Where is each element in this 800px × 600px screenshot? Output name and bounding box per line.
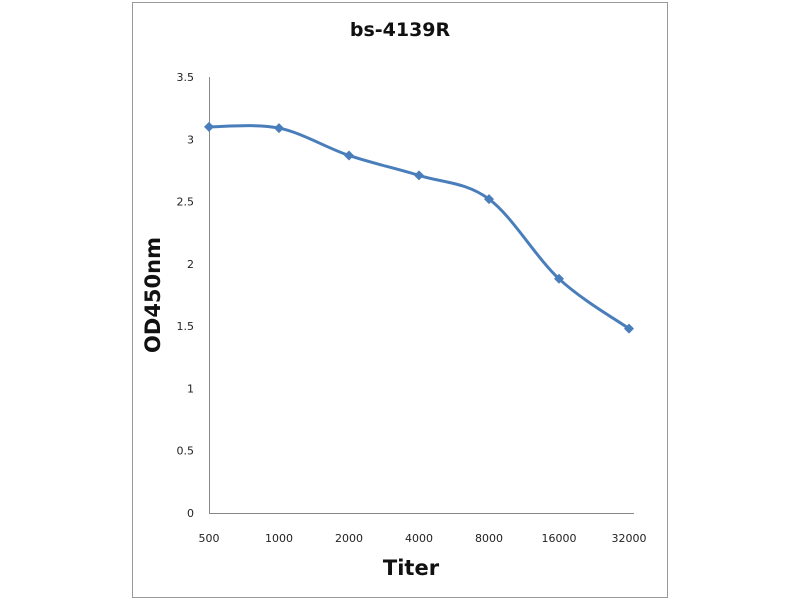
y-axis-label: OD450nm	[141, 237, 165, 353]
chart-frame	[132, 2, 668, 598]
x-axis-label: Titer	[383, 556, 440, 580]
y-tick-label: 1	[187, 382, 194, 395]
x-tick-label: 2000	[335, 532, 363, 545]
x-tick-label: 32000	[612, 532, 647, 545]
data-point-1000	[274, 123, 284, 134]
data-point-32000	[624, 323, 634, 334]
x-tick-label: 8000	[475, 532, 503, 545]
data-point-8000	[484, 194, 494, 205]
data-point-4000	[414, 170, 424, 181]
x-tick-label: 4000	[405, 532, 433, 545]
chart-title: bs-4139R	[350, 19, 451, 41]
x-tick-label: 16000	[542, 532, 577, 545]
y-tick-label: 2.5	[177, 196, 195, 209]
y-tick-label: 0	[187, 507, 194, 520]
y-tick-label: 0.5	[177, 445, 195, 458]
y-tick-label: 3.5	[177, 71, 195, 84]
x-tick-label: 500	[199, 532, 220, 545]
data-point-16000	[554, 273, 564, 284]
x-tick-label: 1000	[265, 532, 293, 545]
data-point-500	[204, 121, 214, 132]
y-tick-label: 2	[187, 258, 194, 271]
y-tick-label: 3	[187, 133, 194, 146]
y-tick-label: 1.5	[177, 320, 195, 333]
data-point-2000	[344, 150, 354, 161]
